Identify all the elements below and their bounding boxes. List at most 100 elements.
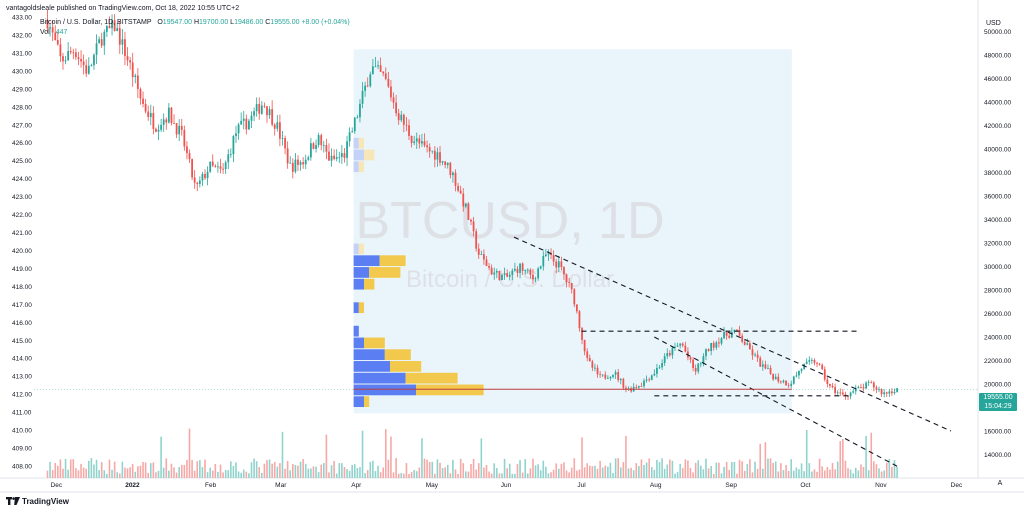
candle-body — [421, 141, 423, 144]
volume-bar — [728, 469, 731, 478]
volume-bar — [842, 438, 844, 478]
volume-bar — [862, 466, 865, 478]
drawings[interactable] — [34, 236, 978, 467]
candle-body — [90, 65, 93, 67]
volume-bar — [860, 464, 862, 478]
candle-body — [214, 165, 217, 167]
volume-bar — [348, 470, 351, 478]
candle-body — [519, 263, 521, 273]
auto-scale-button[interactable]: A — [997, 480, 1003, 487]
candle-body — [118, 28, 121, 45]
candle-body — [260, 105, 263, 114]
volume-bar — [601, 467, 604, 478]
candle-body — [849, 392, 852, 397]
time-axis-label: Dec — [951, 482, 963, 489]
volume-bar — [503, 458, 506, 478]
candle-body — [854, 388, 857, 392]
volume-bar — [516, 464, 519, 478]
volume-bar — [527, 473, 529, 478]
symbol-title[interactable]: Bitcoin / U.S. Dollar, 1D, BITSTAMP — [40, 19, 152, 26]
volume-bar — [614, 458, 617, 478]
candle-body — [343, 153, 346, 158]
candle-body — [198, 180, 201, 184]
volume-label[interactable]: Vol — [40, 29, 50, 36]
volume-bar — [465, 471, 467, 478]
candle-body — [637, 386, 640, 388]
volume-bar — [738, 459, 741, 478]
volume-bar — [650, 467, 653, 478]
candle-body — [245, 118, 248, 130]
candle-body — [511, 270, 514, 275]
candle-body — [80, 58, 82, 62]
candle-body — [431, 150, 434, 152]
volume-bar — [565, 470, 568, 478]
candle-body — [475, 231, 478, 249]
vp-row-up — [353, 396, 365, 408]
volume-bar — [681, 468, 684, 478]
volume-bar — [888, 459, 891, 478]
candle-body — [211, 161, 214, 166]
vp-row-up — [353, 302, 359, 314]
candle-body — [560, 261, 563, 268]
left-axis-label: 423.00 — [12, 194, 32, 201]
candle-body — [759, 357, 762, 367]
candle-body — [537, 268, 540, 279]
volume-bar — [134, 471, 137, 478]
volume-bar — [255, 461, 258, 478]
volume-bar — [219, 464, 222, 478]
candle-body — [415, 138, 418, 142]
volume-bar — [790, 459, 793, 478]
candle-body — [872, 382, 875, 388]
candle-body — [268, 109, 271, 116]
candle-body — [813, 359, 816, 363]
candle-body — [387, 78, 390, 87]
candle-body — [191, 159, 193, 178]
candle-body — [405, 124, 408, 126]
candle-body — [374, 66, 377, 68]
volume-bar — [100, 462, 103, 478]
left-axis-label: 428.00 — [12, 104, 32, 111]
volume-bar — [351, 464, 354, 478]
currency-label[interactable]: USD — [986, 20, 1001, 27]
right-price-axis[interactable]: 50000.00 48000.00 46000.00 44000.00 42000.00… — [984, 29, 1011, 459]
volume-bar — [586, 463, 589, 478]
candle-body — [614, 372, 617, 375]
volume-bar — [209, 467, 211, 478]
candle-body — [452, 172, 454, 176]
candle-body — [534, 278, 537, 280]
candle-body — [666, 353, 669, 357]
candle-body — [754, 354, 756, 356]
candle-body — [175, 123, 178, 135]
vp-row-down — [384, 349, 411, 361]
volume-bar — [64, 459, 67, 478]
candle-body — [769, 367, 772, 374]
volume-bar — [501, 473, 503, 478]
volume-bar — [539, 470, 542, 478]
candle-body — [578, 311, 581, 329]
vp-row-up — [353, 278, 365, 290]
candle-body — [653, 373, 656, 376]
volume-bar — [162, 467, 165, 478]
volume-bar — [625, 436, 627, 478]
candle-body — [395, 102, 398, 114]
candle-body — [449, 162, 452, 176]
candle-body — [715, 342, 718, 348]
candle-body — [483, 254, 485, 260]
tradingview-logo[interactable]: TradingView — [6, 497, 69, 506]
left-axis-label: 418.00 — [12, 284, 32, 291]
candle-body — [348, 132, 351, 142]
candle-body — [95, 43, 98, 55]
volume-bar — [224, 469, 227, 478]
volume-bar — [454, 469, 457, 478]
candle-body — [320, 135, 323, 146]
candle-body — [217, 166, 219, 168]
volume-bar — [85, 468, 88, 478]
candle-body — [795, 375, 798, 377]
volume-bar — [183, 464, 186, 478]
candle-body — [591, 361, 594, 368]
time-axis[interactable]: Dec 2022 Feb Mar Apr May Jun Jul Aug Sep Oct Nov Dec… — [51, 482, 1024, 489]
volume-bar — [69, 459, 72, 478]
candle-body — [209, 161, 212, 172]
volume-bar — [410, 472, 413, 478]
